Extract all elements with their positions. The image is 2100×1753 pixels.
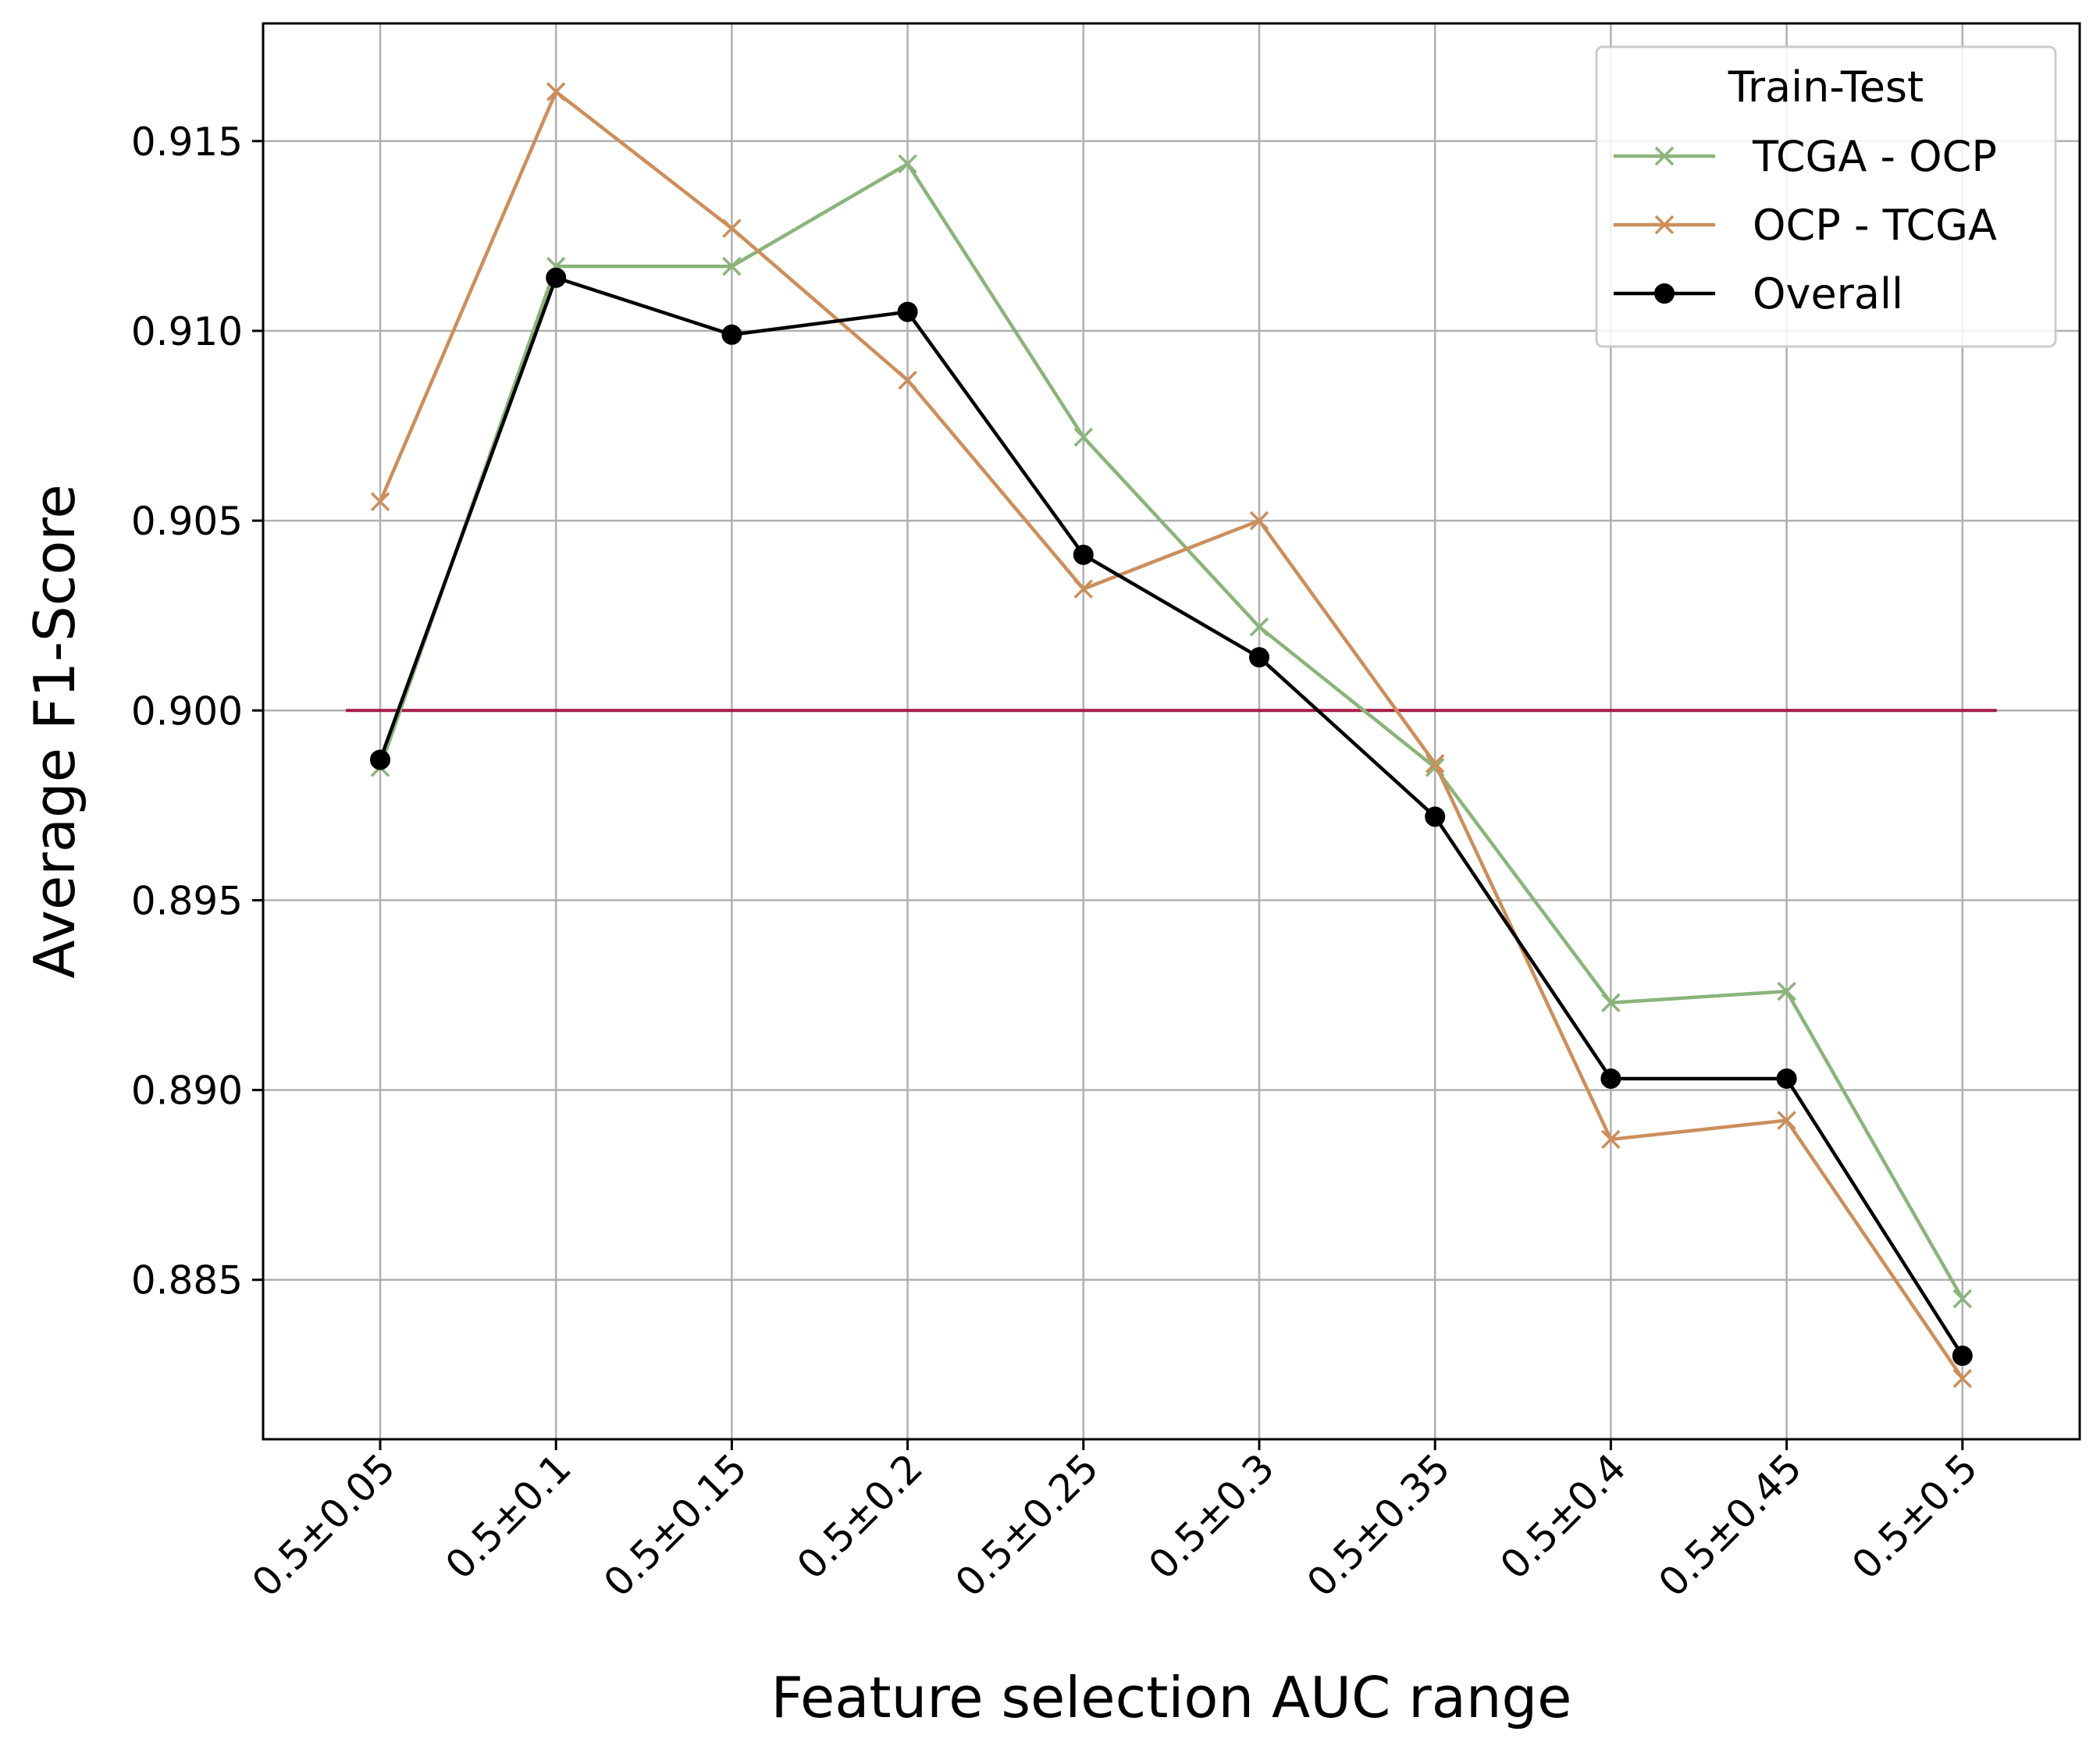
y-tick-label: 0.890 bbox=[131, 1069, 243, 1114]
data-point bbox=[370, 492, 390, 512]
data-point bbox=[1952, 1346, 1973, 1367]
data-point bbox=[546, 82, 566, 101]
data-point bbox=[898, 370, 917, 390]
x-tick-label: 0.5±0.15 bbox=[595, 1445, 756, 1605]
data-point bbox=[1425, 754, 1445, 773]
data-point bbox=[1776, 1068, 1797, 1089]
data-point bbox=[1249, 647, 1269, 668]
legend-title: Train-Test bbox=[1728, 62, 1924, 112]
x-tick-label: 0.5±0.3 bbox=[1140, 1445, 1283, 1588]
data-point bbox=[1249, 617, 1269, 637]
legend-box bbox=[1595, 45, 2057, 348]
x-tick-label: 0.5±0.4 bbox=[1492, 1445, 1635, 1588]
legend-label: OCP - TCGA bbox=[1753, 201, 1997, 250]
data-point bbox=[1249, 510, 1269, 531]
data-point bbox=[370, 749, 390, 770]
y-tick-label: 0.915 bbox=[131, 119, 243, 165]
plot-area-frame bbox=[262, 22, 2081, 1441]
legend-swatch-marker bbox=[1654, 215, 1675, 235]
series-line bbox=[378, 162, 1964, 1300]
data-point bbox=[1601, 1129, 1621, 1150]
data-point bbox=[1601, 993, 1621, 1012]
data-point bbox=[721, 324, 742, 345]
series-line bbox=[378, 276, 1964, 1357]
x-tick-label: 0.5±0.5 bbox=[1843, 1445, 1986, 1588]
legend-label: Overall bbox=[1753, 269, 1903, 318]
legend-swatch-marker bbox=[1654, 283, 1675, 304]
data-point bbox=[1073, 544, 1094, 565]
legend-swatch-marker bbox=[1654, 146, 1675, 166]
y-tick-label: 0.910 bbox=[131, 309, 243, 354]
legend-entry: OCP - TCGA bbox=[1614, 201, 1997, 250]
y-axis-label: Average F1-Score bbox=[22, 484, 87, 978]
series-ocp-tcga bbox=[370, 82, 1973, 1389]
series-tcga-ocp bbox=[370, 154, 1973, 1309]
x-axis-label: Feature selection AUC range bbox=[771, 1665, 1572, 1730]
x-tick-label: 0.5±0.05 bbox=[244, 1445, 404, 1605]
data-point bbox=[1073, 427, 1094, 447]
data-point bbox=[898, 154, 917, 174]
legend-entries: TCGA - OCP OCP - TCGA Overall bbox=[1614, 132, 1997, 318]
data-point bbox=[1600, 1068, 1621, 1089]
x-tick-label: 0.5±0.35 bbox=[1298, 1445, 1459, 1605]
data-point bbox=[1073, 579, 1094, 599]
series-line bbox=[378, 90, 1964, 1380]
x-tick-label: 0.5±0.25 bbox=[947, 1445, 1108, 1605]
legend: Train-Test TCGA - OCP OCP - TCGA Overall bbox=[1595, 45, 2057, 348]
x-tick-label: 0.5±0.1 bbox=[437, 1445, 580, 1588]
x-tick-label: 0.5±0.45 bbox=[1650, 1445, 1810, 1605]
data-point bbox=[722, 257, 742, 276]
y-tick-label: 0.885 bbox=[131, 1258, 243, 1303]
data-point bbox=[1952, 1368, 1973, 1389]
y-tick-label: 0.900 bbox=[131, 688, 243, 734]
y-tick-label: 0.905 bbox=[131, 499, 243, 544]
data-point bbox=[897, 301, 918, 322]
series-layer bbox=[370, 82, 1973, 1389]
data-point bbox=[722, 219, 742, 238]
legend-entry: TCGA - OCP bbox=[1614, 132, 1997, 181]
data-point bbox=[1777, 1111, 1796, 1130]
data-point bbox=[1425, 806, 1446, 827]
series-overall bbox=[370, 267, 1973, 1367]
legend-entry: Overall bbox=[1614, 269, 1903, 318]
data-point bbox=[1952, 1289, 1973, 1309]
data-point bbox=[1777, 981, 1796, 1001]
data-point bbox=[546, 267, 567, 288]
legend-label: TCGA - OCP bbox=[1752, 132, 1997, 181]
x-tick-label: 0.5±0.2 bbox=[788, 1445, 931, 1588]
y-tick-label: 0.895 bbox=[131, 878, 243, 923]
